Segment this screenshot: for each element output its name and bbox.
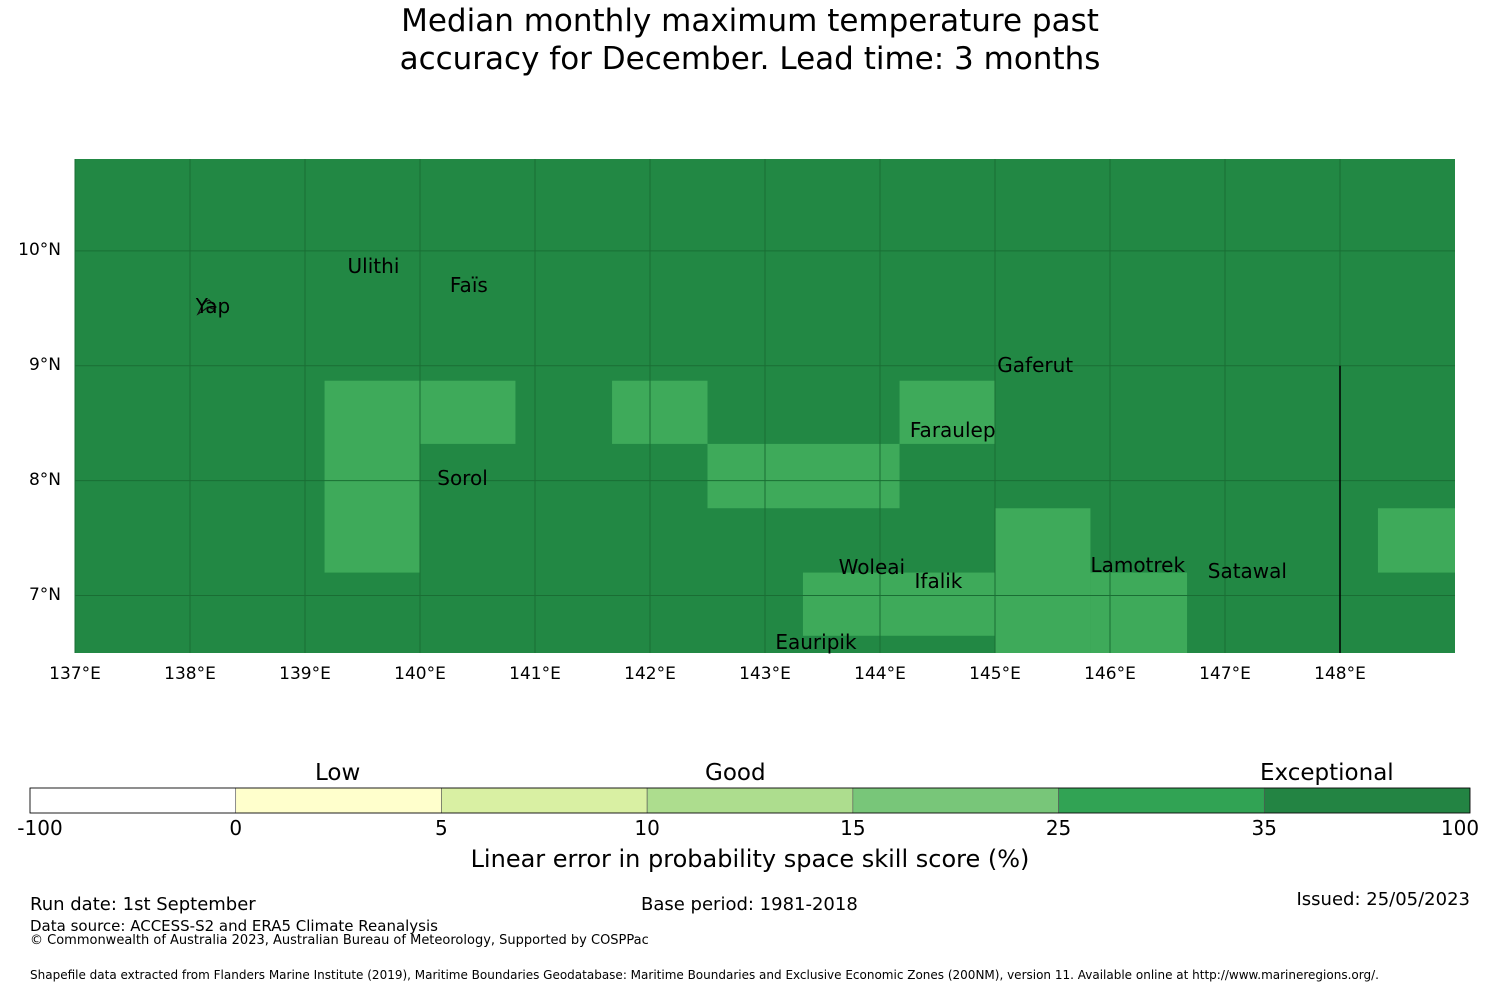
title-line-1: Median monthly maximum temperature past: [401, 3, 1099, 39]
title-line-2: accuracy for December. Lead time: 3 mont…: [399, 41, 1101, 77]
chart-title: Median monthly maximum temperature past …: [0, 2, 1500, 78]
lon-tick-label: 148°E: [1314, 664, 1366, 684]
lon-tick-label: 138°E: [164, 664, 216, 684]
lon-tick-label: 145°E: [969, 664, 1021, 684]
colorbar-label-good: Good: [705, 760, 766, 786]
place-label: Yap: [195, 294, 231, 319]
colorbar-tick-label: 0: [229, 816, 243, 840]
data-source: Data source: ACCESS-S2 and ERA5 Climate …: [30, 917, 438, 935]
colorbar-tick-label: 25: [1045, 816, 1072, 840]
colorbar-bin: [1263, 787, 1471, 814]
place-label: Eauripik: [775, 629, 857, 654]
skill-cell: [707, 443, 900, 509]
colorbar-bin: [235, 787, 442, 814]
place-label: Gaferut: [997, 352, 1074, 377]
lon-tick-label: 146°E: [1084, 664, 1136, 684]
lon-tick-label: 142°E: [624, 664, 676, 684]
lat-tick-label: 9°N: [28, 354, 61, 375]
place-label: Faïs: [449, 273, 488, 298]
colorbar-bin: [441, 787, 648, 814]
yap-island-shape: [196, 299, 217, 316]
lon-tick-label: 141°E: [509, 664, 561, 684]
skill-cell: [420, 380, 516, 444]
lon-tick-label: 143°E: [739, 664, 791, 684]
colorbar-tick-label: 5: [435, 816, 448, 840]
lat-tick-label: 10°N: [18, 239, 61, 260]
skill-cell: [1377, 508, 1455, 573]
lat-tick-label: 7°N: [28, 584, 61, 605]
issued-date: Issued: 25/05/2023: [1296, 889, 1470, 910]
base-period: Base period: 1981-2018: [641, 894, 858, 915]
place-label: Satawal: [1207, 559, 1287, 584]
colorbar-tick-label: 15: [840, 816, 866, 840]
colorbar: [29, 787, 1471, 814]
skill-cell: [995, 508, 1091, 653]
skill-cell: [1090, 572, 1188, 653]
colorbar-title: Linear error in probability space skill …: [470, 845, 1030, 873]
lon-tick-label: 147°E: [1199, 664, 1251, 684]
skill-cell: [612, 380, 708, 444]
place-label: Sorol: [437, 466, 488, 491]
place-label: Ulithi: [347, 253, 400, 278]
run-date: Run date: 1st September: [30, 894, 256, 915]
colorbar-bin: [29, 787, 237, 814]
lon-tick-label: 140°E: [394, 664, 446, 684]
colorbar-tick-label: 35: [1251, 816, 1277, 840]
copyright: © Commonwealth of Australia 2023, Austra…: [30, 933, 649, 948]
colorbar-outline: [29, 787, 1471, 814]
place-label: Woleai: [838, 554, 906, 579]
skill-map: [74, 159, 1455, 653]
colorbar-bin: [646, 787, 854, 814]
lon-tick-label: 139°E: [279, 664, 331, 684]
skill-cell: [324, 380, 420, 573]
place-label: Ifalik: [914, 568, 963, 593]
lon-tick-label: 144°E: [854, 664, 906, 684]
shapefile-credit: Shapefile data extracted from Flanders M…: [30, 968, 1379, 982]
skill-cell: [802, 572, 995, 636]
place-label: Lamotrek: [1090, 552, 1186, 577]
colorbar-tick-label: -100: [17, 816, 63, 840]
colorbar-bin: [852, 787, 1059, 814]
lon-tick-label: 137°E: [49, 664, 101, 684]
colorbar-tick-label: 10: [634, 816, 660, 840]
colorbar-label-low: Low: [315, 760, 361, 786]
colorbar-label-exceptional: Exceptional: [1260, 760, 1394, 786]
skill-cell: [899, 380, 995, 444]
lat-tick-label: 8°N: [28, 469, 61, 490]
colorbar-bin: [1058, 787, 1265, 814]
place-label: Faraulep: [909, 418, 996, 443]
colorbar-tick-label: 100: [1440, 816, 1480, 840]
